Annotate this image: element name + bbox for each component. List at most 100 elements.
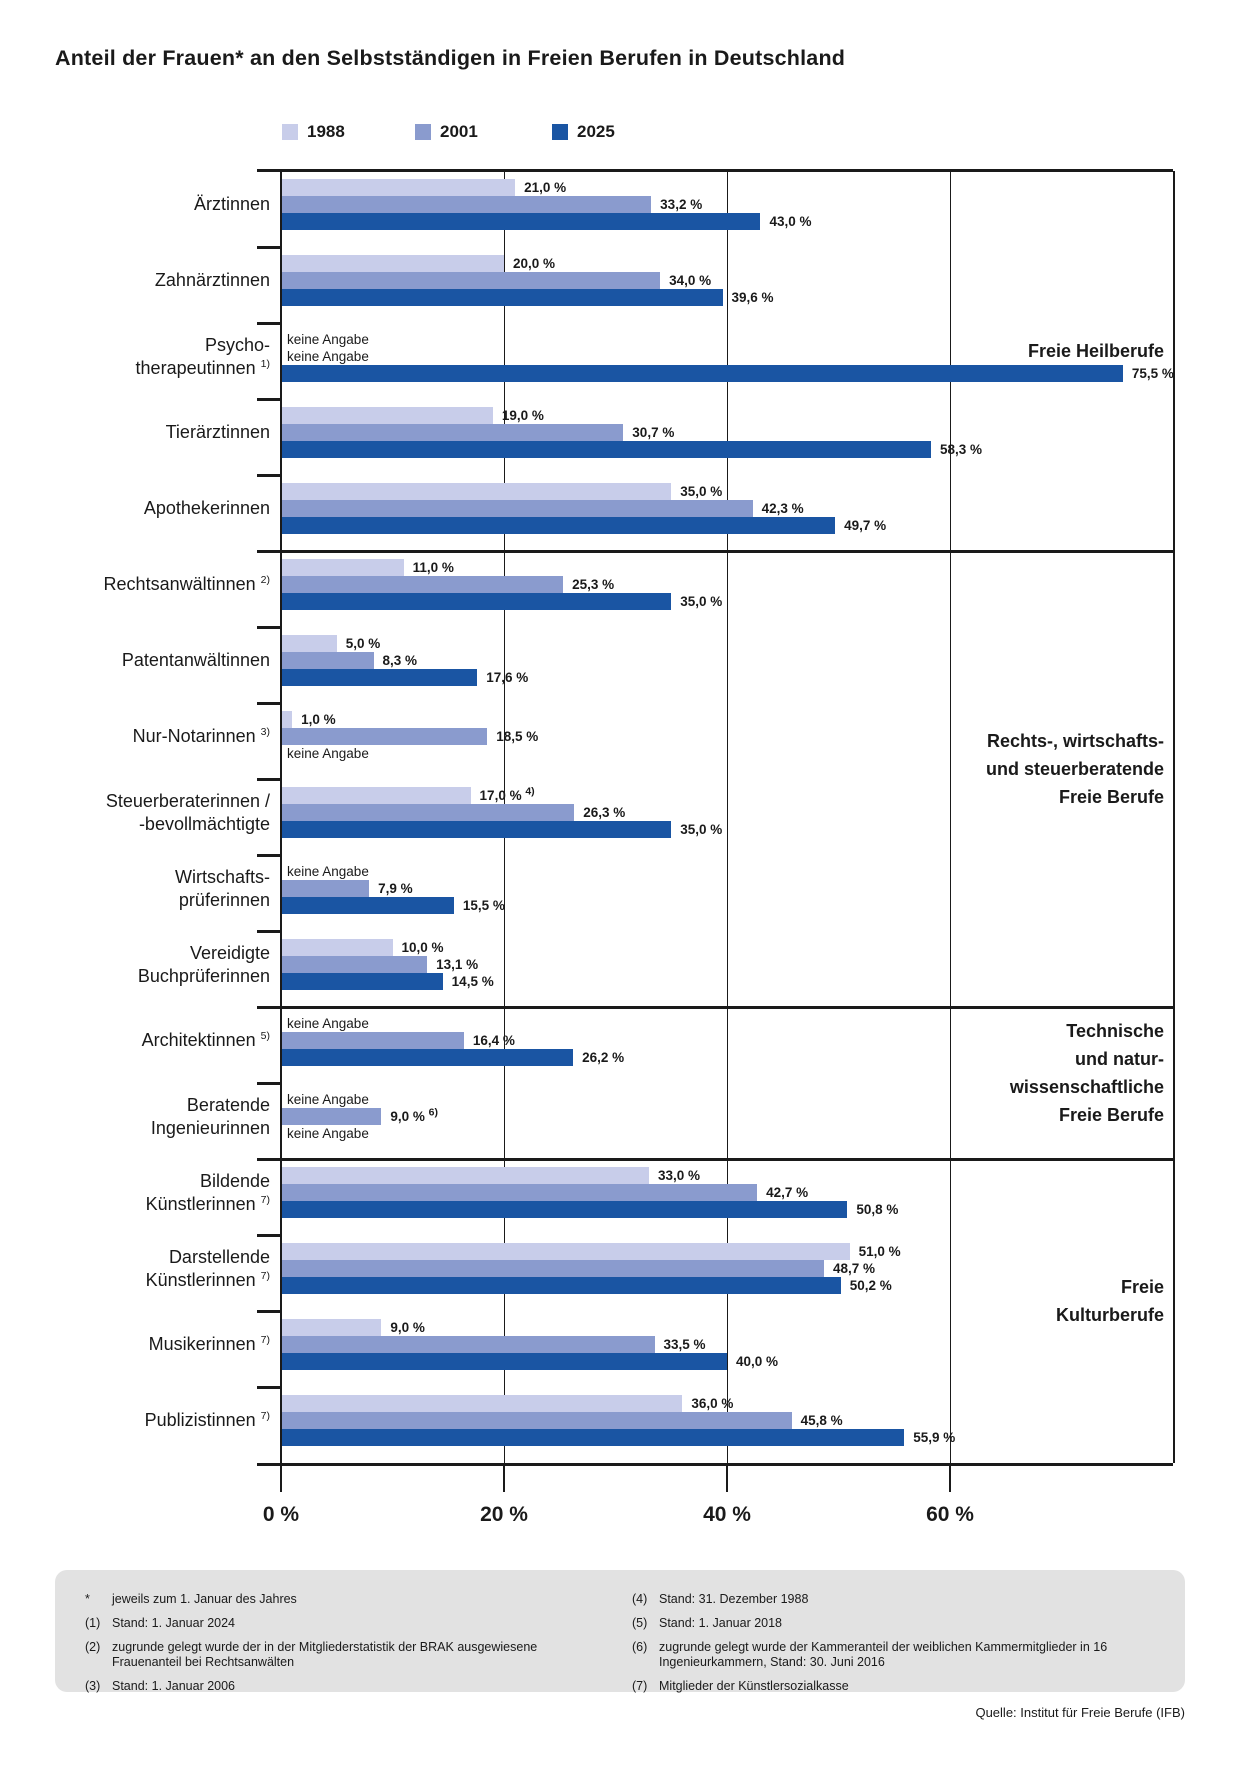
- bar-2001: [281, 880, 370, 897]
- bar-value-label: 20,0 %: [513, 256, 556, 271]
- footnote-marker: *: [85, 1592, 90, 1606]
- group-separator: [257, 1158, 1173, 1161]
- bar-value-label: 50,8 %: [856, 1202, 899, 1217]
- footnote-text: Mitglieder der Künstlersozialkasse: [659, 1679, 849, 1693]
- bar-2001: [281, 272, 661, 289]
- footnote-marker: (6): [632, 1640, 648, 1654]
- bar-value-label: 35,0 %: [680, 484, 723, 499]
- category-tick: [257, 1082, 281, 1085]
- category-label-line: Publizistinnen 7): [144, 1410, 270, 1430]
- no-data-label: keine Angabe: [287, 1092, 369, 1107]
- category-label: Wirtschafts-prüferinnen: [40, 859, 270, 919]
- bar-2025: [281, 1201, 848, 1218]
- bar-value-label: 55,9 %: [913, 1430, 956, 1445]
- footnote-text: Stand: 1. Januar 2018: [659, 1616, 783, 1630]
- category-label: Nur-Notarinnen 3): [40, 707, 270, 767]
- group-label: Freie Kulturberufe: [804, 1273, 1164, 1329]
- no-data-label: keine Angabe: [287, 1126, 369, 1141]
- no-data-label: keine Angabe: [287, 349, 369, 364]
- category-label-line: Nur-Notarinnen 3): [132, 726, 270, 746]
- bar-2001: [281, 728, 488, 745]
- category-label-line: Bildende: [199, 1170, 270, 1191]
- bar-value-label: 33,0 %: [657, 1168, 700, 1183]
- group-label: Freie Heilberufe: [804, 337, 1164, 365]
- footnote-item: (2) zugrunde gelegt wurde der in der Mitg…: [85, 1640, 605, 1670]
- bar-2025: [281, 1049, 574, 1066]
- bar-value-label: 35,0 %: [680, 822, 723, 837]
- x-axis-tick: [280, 1466, 282, 1492]
- category-label-line: therapeutinnen 1): [135, 357, 270, 378]
- group-label-line: und steuerberatende: [977, 755, 1164, 783]
- category-label-line: Patentanwältinnen: [121, 650, 270, 670]
- bar-1988: [281, 255, 504, 272]
- footnote-marker: (5): [632, 1616, 648, 1630]
- category-label: Psycho-therapeutinnen 1): [40, 327, 270, 387]
- bar-2025: [281, 441, 932, 458]
- legend-item-2025: 2025: [552, 122, 615, 142]
- footnote-text: zugrunde gelegt wurde der Kammeranteil d…: [659, 1640, 1108, 1669]
- category-tick: [257, 854, 281, 857]
- category-label-line: prüferinnen: [178, 889, 270, 910]
- category-tick: [257, 474, 281, 477]
- bar-2001: [281, 424, 624, 441]
- footnote-box: * jeweils zum 1. Januar des Jahres (1) Stan…: [55, 1570, 1185, 1694]
- category-tick: [257, 322, 281, 325]
- bar-value-label: 58,3 %: [940, 442, 983, 457]
- bar-1988: [281, 1395, 683, 1412]
- bar-value-label: 30,7 %: [632, 425, 675, 440]
- bar-1988: [281, 1167, 649, 1184]
- footnote-text: Stand: 31. Dezember 1988: [659, 1592, 809, 1606]
- category-label-line: Steuerberaterinnen /: [105, 790, 270, 811]
- category-label-line: Architektinnen 5): [141, 1030, 270, 1050]
- footnote-item: (5) Stand: 1. Januar 2018: [632, 1616, 1162, 1631]
- footnote-item: (7) Mitglieder der Künstlersozialkasse: [632, 1679, 1162, 1694]
- bar-1988: [281, 483, 672, 500]
- bar-2001: [281, 1184, 758, 1201]
- bar-value-label: 21,0 %: [524, 180, 567, 195]
- category-label-line: Psycho-: [204, 334, 270, 355]
- footnote-item: * jeweils zum 1. Januar des Jahres: [85, 1592, 605, 1607]
- category-label-line: Künstlerinnen 7): [145, 1193, 270, 1214]
- legend-item-2001: 2001: [415, 122, 478, 142]
- bar-value-label: 9,0 % 6): [390, 1106, 438, 1124]
- bar-2025: [281, 1277, 841, 1294]
- footnote-text: jeweils zum 1. Januar des Jahres: [112, 1592, 297, 1606]
- x-axis-tick: [503, 1466, 505, 1492]
- legend-swatch-2025: [552, 124, 568, 140]
- group-label-line: Freie Heilberufe: [1019, 337, 1164, 365]
- category-label: Darstellende Künstlerinnen 7): [40, 1239, 270, 1299]
- category-tick: [257, 1234, 281, 1237]
- x-axis-tick-label: 0 %: [262, 1503, 300, 1526]
- category-label-line: Apothekerinnen: [143, 498, 270, 518]
- footnote-item: (1) Stand: 1. Januar 2024: [85, 1616, 605, 1631]
- bar-value-label: 33,2 %: [660, 197, 703, 212]
- bar-value-label: 49,7 %: [844, 518, 887, 533]
- category-tick: [257, 246, 281, 249]
- bar-value-label: 35,0 %: [680, 594, 723, 609]
- category-label-line: Künstlerinnen 7): [145, 1269, 270, 1290]
- legend-swatch-2001: [415, 124, 431, 140]
- bar-2025: [281, 1429, 905, 1446]
- category-label: Apothekerinnen: [40, 479, 270, 539]
- bar-1988: [281, 1243, 850, 1260]
- group-label-line: Freie Berufe: [1050, 783, 1164, 811]
- bar-2001: [281, 500, 753, 517]
- bar-value-label: 48,7 %: [833, 1261, 876, 1276]
- footnote-text: Stand: 1. Januar 2006: [112, 1679, 236, 1693]
- bar-value-label: 17,0 % 4): [479, 785, 535, 803]
- x-axis-tick-label: 60 %: [926, 1503, 974, 1526]
- y-axis-line: [280, 171, 282, 1463]
- no-data-label: keine Angabe: [287, 1016, 369, 1031]
- bar-value-label: 34,0 %: [669, 273, 712, 288]
- category-label-line: Musikerinnen 7): [148, 1334, 270, 1354]
- group-label: Technische und natur-wissenschaftliche Fre…: [804, 1017, 1164, 1129]
- bar-2001: [281, 652, 374, 669]
- bar-1988: [281, 635, 337, 652]
- legend-swatch-1988: [282, 124, 298, 140]
- group-label-line: Kulturberufe: [1048, 1301, 1164, 1329]
- bar-value-label: 7,9 %: [378, 881, 413, 896]
- bar-value-label: 17,6 %: [486, 670, 529, 685]
- group-label-line: wissenschaftliche: [1001, 1073, 1164, 1101]
- bar-value-label: 15,5 %: [462, 898, 505, 913]
- category-label: Tierärztinnen: [40, 403, 270, 463]
